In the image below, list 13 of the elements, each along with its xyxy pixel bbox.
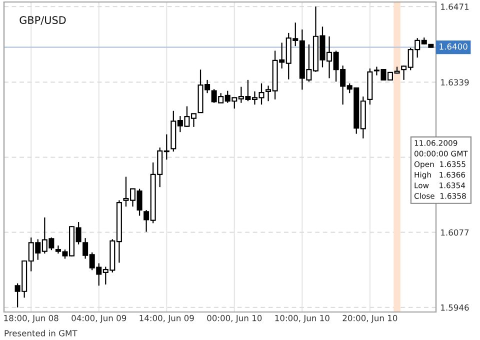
- text: GBP/USD: [20, 16, 66, 25]
- x-tick-label: 00:00, Jun 10: [207, 314, 262, 323]
- y-tick-label: 1.6339: [441, 79, 469, 86]
- x-tick-label: 10:00, Jun 10: [275, 314, 330, 323]
- text: Presented in GMT: [4, 330, 78, 336]
- y-tick-label: 1.5946: [441, 304, 469, 311]
- x-tick-label: 14:00, Jun 09: [140, 314, 194, 323]
- x-tick-label: 20:00, Jun 10: [342, 314, 398, 323]
- x-tick-label: 18:00, Jun 08: [4, 314, 58, 323]
- ref-line-label: 1.6400: [440, 43, 468, 50]
- y-tick-label: 1.6077: [441, 229, 469, 236]
- y-tick-label: 1.6471: [441, 4, 469, 10]
- x-tick-label: 04:00, Jun 09: [72, 314, 126, 323]
